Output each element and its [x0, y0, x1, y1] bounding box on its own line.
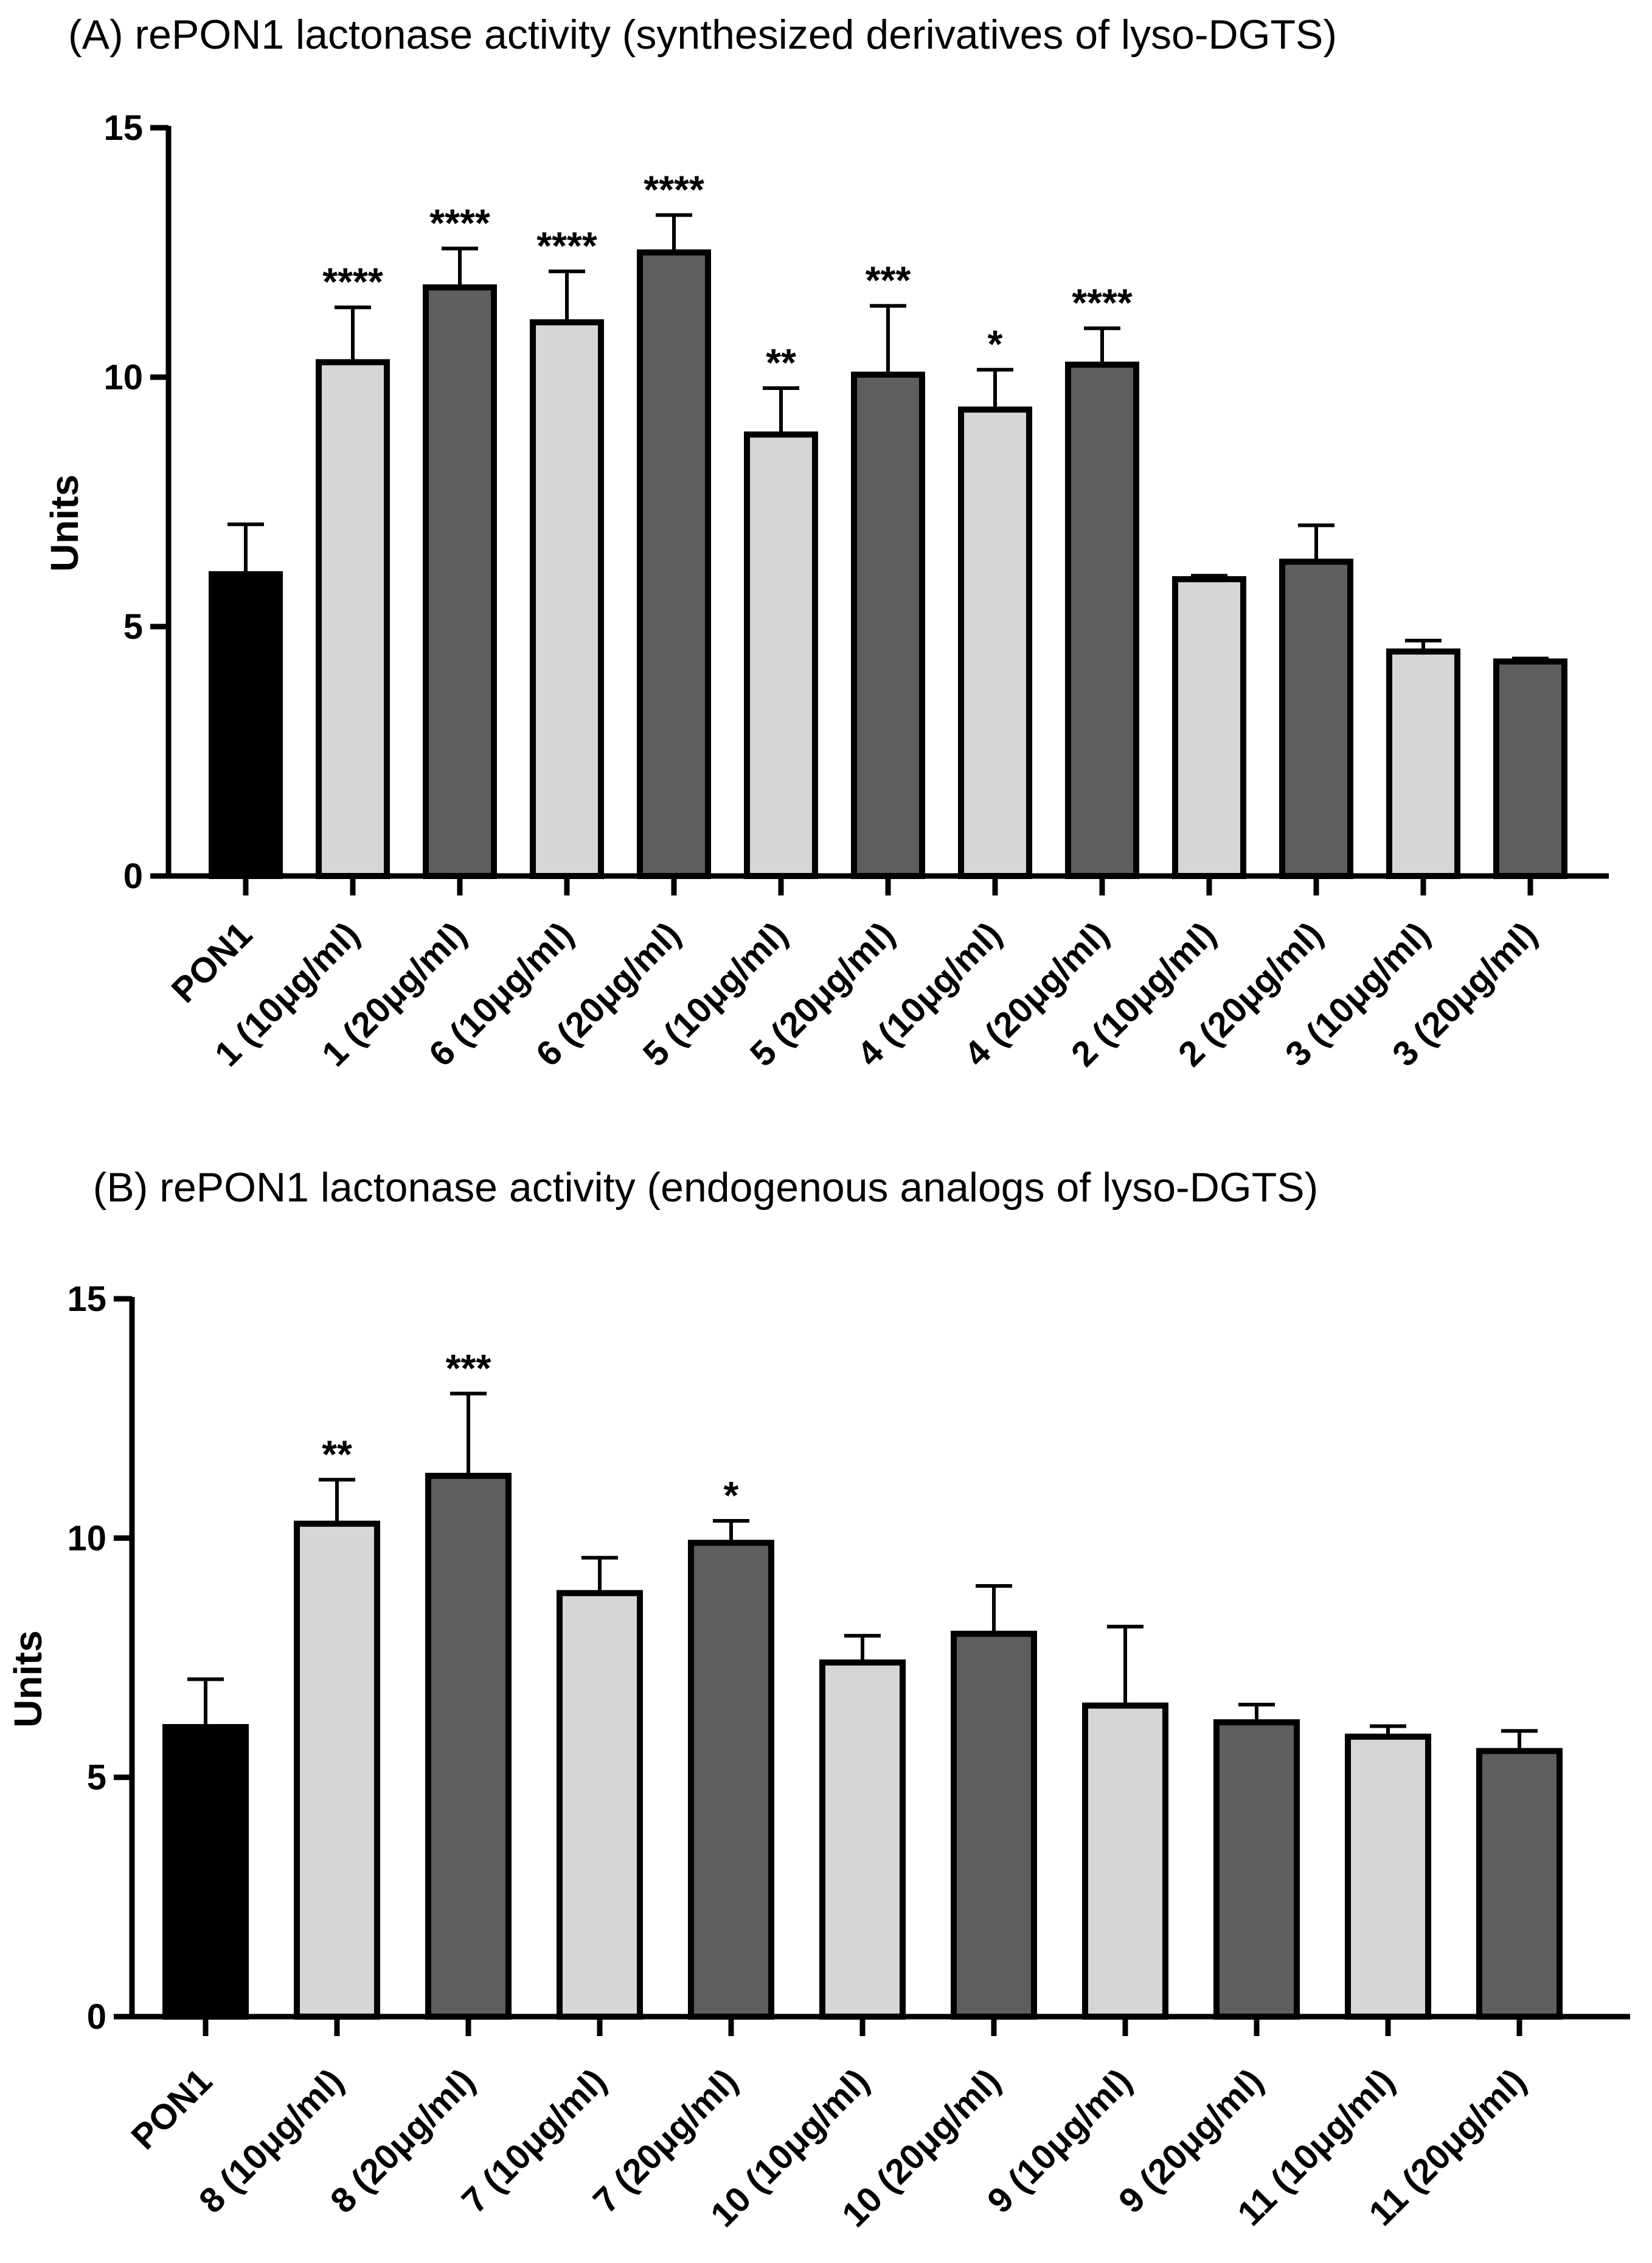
panel-b-bar	[1345, 1733, 1431, 2020]
panel-a-significance-label: ****	[429, 201, 490, 245]
panel-a-bar	[1493, 658, 1567, 880]
panel-a-bar	[851, 371, 925, 879]
panel-a-title: (A) rePON1 lactonase activity (synthesiz…	[68, 12, 1337, 58]
panel-a-bar	[316, 359, 390, 879]
panel-a-bar	[530, 319, 604, 879]
panel-a-significance-label: ***	[866, 259, 911, 302]
panel-b-significance-label: ***	[446, 1346, 491, 1390]
panel-b-chart: (B) rePON1 lactonase activity (endogenou…	[6, 1164, 1630, 2235]
panel-b-bar	[1213, 1719, 1300, 2020]
panel-a-bar	[637, 249, 711, 879]
panel-b-significance-label: **	[322, 1432, 352, 1476]
panel-a-y-tick-label: 15	[103, 108, 143, 148]
panel-a-chart: (A) rePON1 lactonase activity (synthesiz…	[43, 12, 1609, 1074]
panel-a-bar	[1279, 558, 1353, 879]
panel-b-y-tick-label: 5	[87, 1758, 106, 1798]
panel-a-bar	[744, 431, 818, 879]
panel-a-bar	[423, 284, 497, 879]
panel-b-significance-label: *	[724, 1473, 739, 1517]
panel-a-bar	[958, 406, 1032, 879]
panel-b-bar	[1082, 1702, 1168, 2020]
panel-a-significance-label: ****	[1072, 281, 1133, 325]
panel-b-bar	[688, 1540, 774, 2020]
panel-b-y-tick-label: 10	[67, 1518, 106, 1558]
panel-b-bar	[557, 1590, 643, 2020]
panel-a-y-axis-label: Units	[43, 474, 86, 572]
panel-a-significance-label: *	[988, 322, 1003, 366]
panel-b-y-tick-label: 0	[87, 1997, 106, 2037]
panel-b-bar	[425, 1473, 512, 2020]
panel-a-bar	[209, 571, 283, 880]
panel-b-bar	[294, 1520, 380, 2020]
panel-a-y-tick-label: 10	[103, 358, 143, 397]
panel-b-y-tick-label: 15	[67, 1279, 106, 1319]
panel-b-bar	[162, 1724, 249, 2020]
panel-a-significance-label: ****	[322, 260, 383, 304]
panel-b-bar	[951, 1630, 1037, 2020]
panel-b-bar	[1476, 1748, 1563, 2020]
panel-a-bar	[1172, 576, 1246, 879]
panel-a-bar	[1386, 648, 1460, 879]
panel-a-significance-label: ****	[644, 168, 704, 212]
panel-a-significance-label: **	[766, 341, 796, 384]
panel-b-category-label: PON1	[124, 2061, 220, 2157]
panel-a-category-label: PON1	[164, 914, 260, 1010]
panel-a-significance-label: ****	[536, 224, 597, 268]
panel-a-y-tick-label: 5	[123, 607, 143, 647]
panel-b-title: (B) rePON1 lactonase activity (endogenou…	[93, 1164, 1318, 1211]
panel-b-bar	[819, 1659, 906, 2020]
panel-a-y-tick-label: 0	[123, 857, 143, 896]
panel-b-y-axis-label: Units	[6, 1630, 50, 1728]
panel-a-bar	[1065, 361, 1139, 879]
